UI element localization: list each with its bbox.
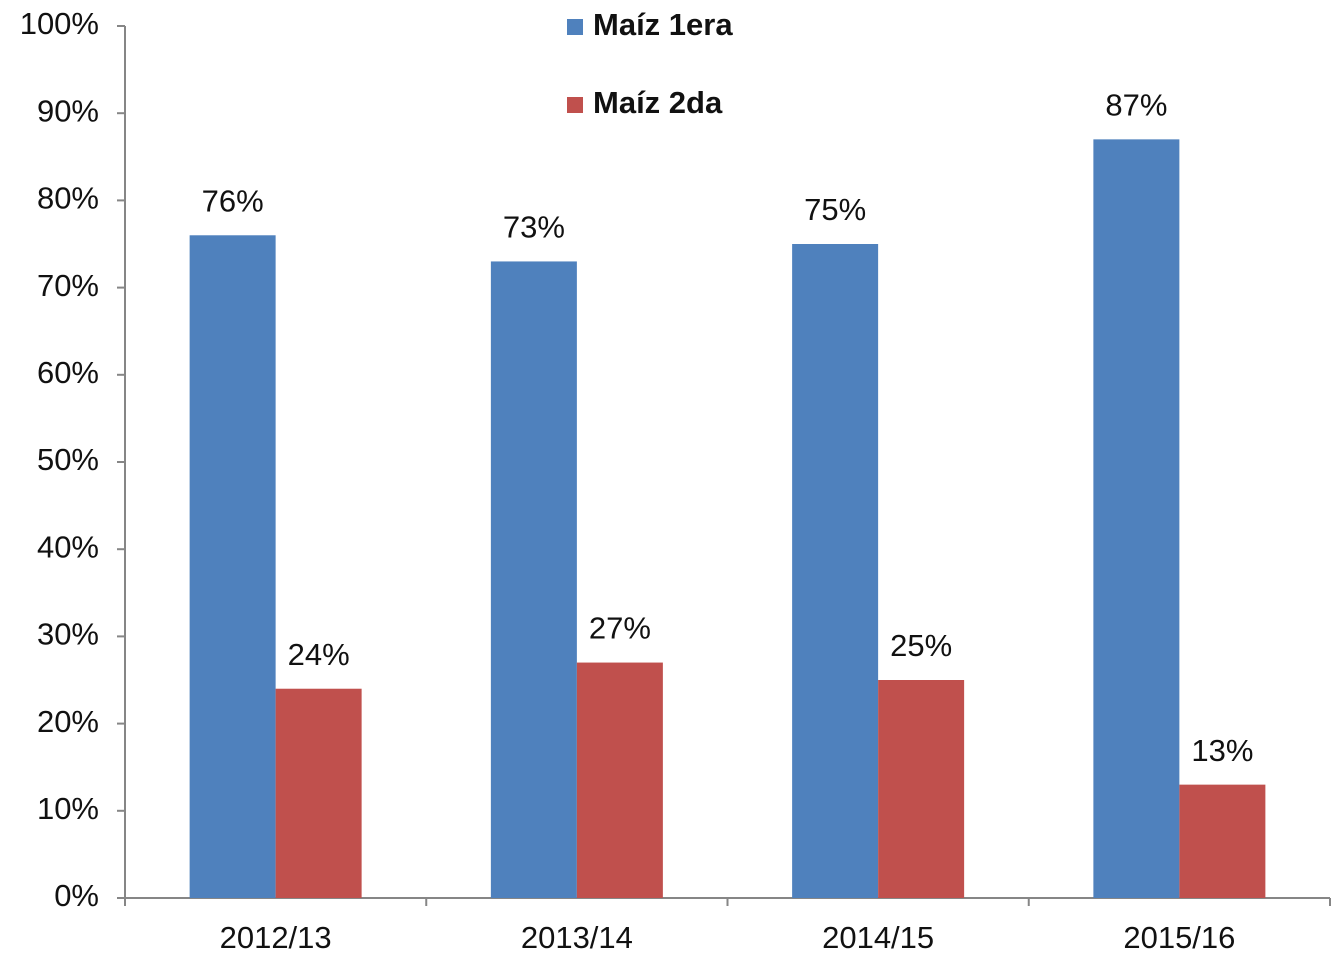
y-tick-label: 50% <box>37 442 99 477</box>
data-label: 13% <box>1191 733 1253 768</box>
bar <box>490 261 577 898</box>
bar <box>189 235 276 898</box>
y-tick-label: 10% <box>37 791 99 826</box>
y-tick-label: 80% <box>37 181 99 216</box>
bar <box>275 688 362 898</box>
legend-swatch <box>567 19 583 35</box>
data-label: 25% <box>890 628 952 663</box>
legend-label: Maíz 2da <box>593 85 723 120</box>
bar <box>792 244 879 898</box>
legend-label: Maíz 1era <box>593 7 733 42</box>
y-tick-label: 60% <box>37 355 99 390</box>
data-label: 27% <box>589 611 651 646</box>
y-tick-label: 70% <box>37 268 99 303</box>
y-tick-label: 20% <box>37 704 99 739</box>
data-label: 73% <box>503 210 565 245</box>
data-label: 87% <box>1105 88 1167 123</box>
legend-swatch <box>567 97 583 113</box>
y-tick-label: 90% <box>37 93 99 128</box>
data-label: 75% <box>804 192 866 227</box>
x-tick-label: 2013/14 <box>521 920 633 955</box>
bar <box>1179 784 1266 898</box>
y-tick-label: 30% <box>37 617 99 652</box>
bar <box>878 680 965 898</box>
x-tick-label: 2012/13 <box>220 920 332 955</box>
data-label: 24% <box>288 637 350 672</box>
y-tick-label: 40% <box>37 529 99 564</box>
bar <box>576 662 663 898</box>
x-tick-label: 2015/16 <box>1123 920 1235 955</box>
y-tick-label: 100% <box>20 6 99 41</box>
x-tick-label: 2014/15 <box>822 920 934 955</box>
bar <box>1093 139 1180 899</box>
data-label: 76% <box>202 183 264 218</box>
y-tick-label: 0% <box>54 878 99 913</box>
